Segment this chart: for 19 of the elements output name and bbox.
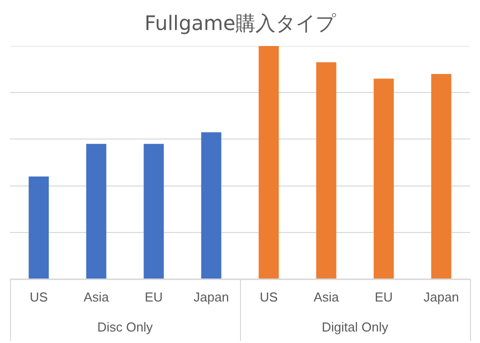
x-tick-label: US <box>260 290 278 305</box>
bar <box>431 74 452 278</box>
bar <box>28 176 49 278</box>
x-tick-label: Asia <box>314 290 340 305</box>
bar <box>316 62 336 278</box>
bar <box>201 132 222 278</box>
x-tick-label: EU <box>144 290 163 305</box>
bar <box>144 144 164 278</box>
bar <box>86 144 106 278</box>
x-tick-label: EU <box>374 290 393 305</box>
text: Digital Only <box>322 320 389 335</box>
x-tick-label: Japan <box>424 290 459 305</box>
text: Disc Only <box>97 320 154 335</box>
chart-title: Fullgame購入タイプ <box>144 10 337 37</box>
x-tick-label: US <box>30 290 48 305</box>
bar <box>258 46 279 278</box>
x-tick-label: Asia <box>84 290 110 305</box>
x-tick-label: Japan <box>194 290 229 305</box>
bar <box>374 78 394 278</box>
